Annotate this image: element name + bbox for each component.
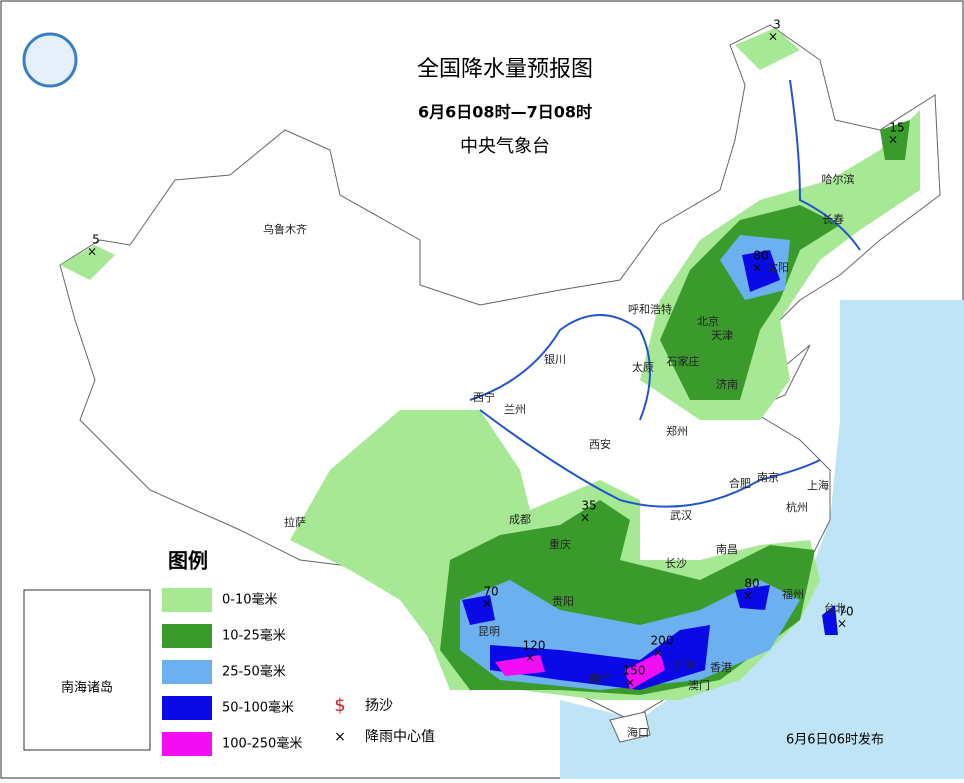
city-label: 郑州 [666, 424, 688, 438]
center-value: 80 [753, 249, 768, 263]
city-label: 南宁 [589, 671, 611, 685]
city-label: 贵阳 [552, 595, 574, 608]
legend-label: 10-25毫米 [222, 628, 286, 644]
legend: 0-10毫米 10-25毫米 25-50毫米 50-100毫米 100-250毫米 [162, 588, 302, 756]
center-mark: × [653, 646, 663, 660]
center-mark: × [768, 30, 778, 44]
city-label: 福州 [782, 587, 804, 601]
center-value: 200 [651, 634, 674, 648]
center-mark: × [87, 245, 97, 259]
rain-areas [60, 28, 920, 700]
logo [22, 32, 78, 88]
title: 全国降水量预报图 [417, 57, 593, 82]
rain-area [735, 28, 800, 70]
center-value: 70 [483, 585, 498, 599]
center-value: 120 [523, 639, 546, 653]
center-value: 15 [889, 121, 904, 135]
hainan [609, 711, 651, 743]
rain-area [60, 245, 115, 280]
city-label: 武汉 [670, 509, 692, 522]
city-label: 南京 [757, 470, 779, 484]
center-mark: × [752, 261, 762, 275]
center-mark: × [888, 133, 898, 147]
city-label: 乌鲁木齐 [263, 222, 307, 236]
center-mark: × [743, 589, 753, 603]
city-label: 香港 [710, 661, 732, 674]
city-label: 拉萨 [284, 515, 306, 529]
city-label: 兰州 [504, 403, 526, 416]
legend-swatch [162, 696, 212, 720]
rain-area [625, 652, 665, 690]
inset-frame [23, 589, 151, 751]
center-value: 35 [581, 499, 596, 513]
issuer: 中央气象台 [460, 136, 550, 157]
legend-label: 0-10毫米 [222, 592, 278, 608]
legend-label: 50-100毫米 [222, 700, 294, 716]
legend-symbol-label: 扬沙 [365, 698, 393, 714]
rain-area [462, 595, 495, 625]
rain-area [880, 120, 910, 160]
city-label: 重庆 [549, 537, 571, 551]
legend-swatch [162, 588, 212, 612]
sand-symbol: $ [334, 695, 345, 716]
rain-area [742, 250, 780, 292]
legend-title: 图例 [168, 549, 208, 573]
rivers [469, 79, 861, 508]
city-label: 南昌 [716, 543, 738, 556]
legend-label: 25-50毫米 [222, 664, 286, 680]
rain-area [735, 585, 770, 610]
legend-symbol-label: 降雨中心值 [365, 729, 435, 745]
rain-area [660, 205, 840, 400]
rain-area [495, 655, 545, 676]
city-label: 天津 [711, 329, 733, 342]
city-label: 成都 [509, 513, 531, 526]
city-label: 长沙 [665, 557, 687, 570]
center-value: 3 [773, 18, 781, 32]
city-label: 石家庄 [667, 354, 700, 368]
city-label: 西安 [589, 437, 611, 451]
city-label: 台北 [824, 601, 846, 615]
city-label: 北京 [697, 314, 719, 328]
subtitle: 6月6日08时—7日08时 [418, 103, 592, 122]
center-mark: × [580, 511, 590, 525]
center-symbol: × [334, 729, 346, 745]
center-mark: × [482, 597, 492, 611]
city-label: 济南 [716, 377, 738, 391]
sea [560, 300, 964, 779]
rain-area [822, 605, 838, 635]
city-label: 太原 [632, 361, 654, 374]
legend-swatch [162, 624, 212, 648]
city-label: 昆明 [478, 625, 500, 638]
center-value: 80 [744, 577, 759, 591]
city-label: 杭州 [786, 500, 808, 514]
rain-centers: ×3×15×5×80×35×70 ×80×70×120 ×200×150 [87, 18, 905, 690]
city-label: 合肥 [729, 476, 751, 490]
center-mark: × [625, 676, 635, 690]
legend-swatch [162, 732, 212, 756]
footer: 6月6日06时发布 [786, 732, 884, 748]
center-value: 150 [623, 664, 646, 678]
city-label: 西宁 [473, 390, 495, 404]
center-mark: × [837, 617, 847, 631]
city-label: 呼和浩特 [628, 302, 672, 316]
city-label: 沈阳 [767, 260, 789, 274]
city-label: 哈尔滨 [822, 172, 855, 186]
city-label: 海口 [627, 725, 649, 739]
city-label: 上海 [807, 478, 829, 492]
city-label: 银川 [544, 352, 566, 366]
legend-swatch [162, 660, 212, 684]
center-mark: × [525, 651, 535, 665]
center-value: 5 [92, 233, 100, 247]
city-label: 澳门 [688, 678, 710, 692]
center-value: 70 [838, 605, 853, 619]
inset-label: 南海诸岛 [61, 680, 113, 696]
legend-label: 100-250毫米 [222, 736, 302, 752]
city-label: 长春 [822, 213, 844, 226]
city-label: 广州 [675, 659, 697, 672]
